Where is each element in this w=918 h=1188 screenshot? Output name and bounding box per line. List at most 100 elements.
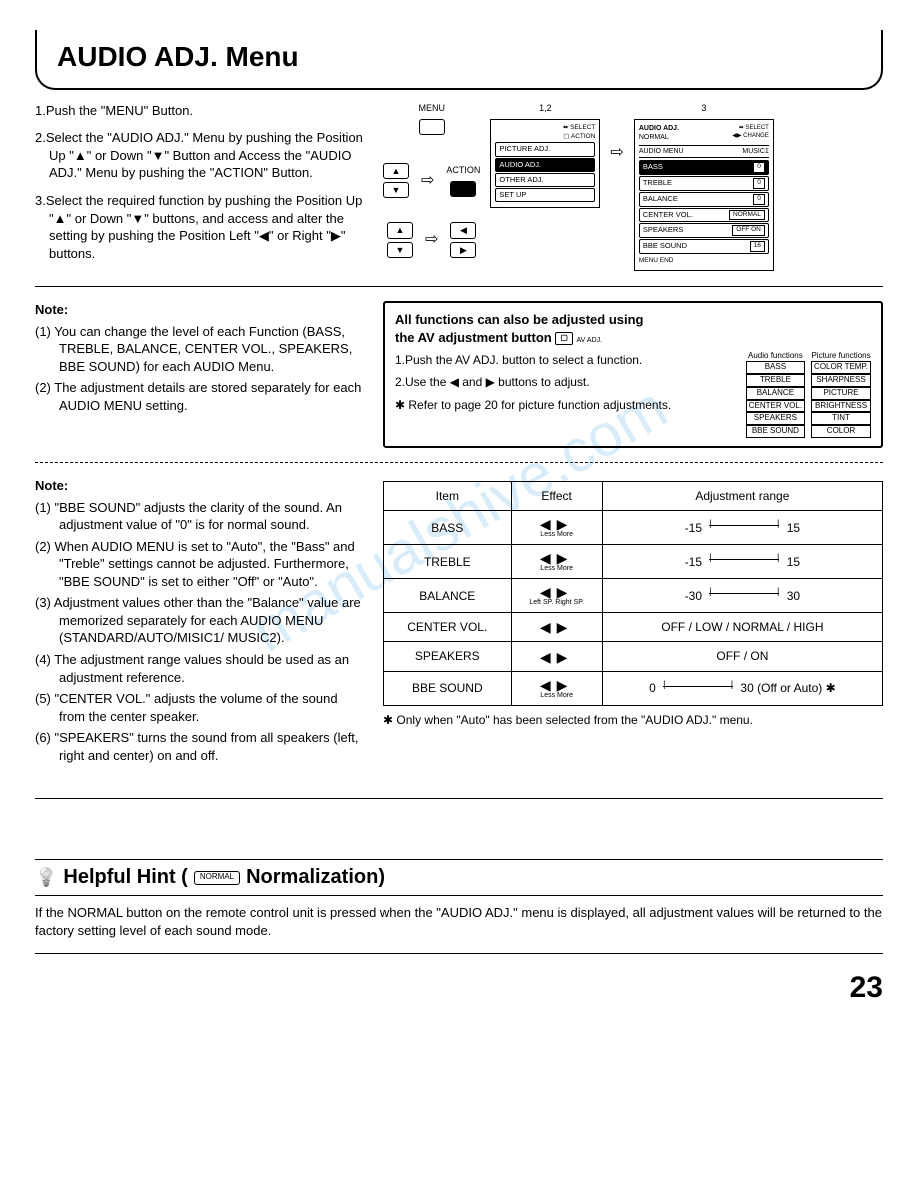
hint-title-post: Normalization) <box>246 864 385 891</box>
osd-row: BALANCE0 <box>639 192 769 207</box>
note2-item: (4) The adjustment range values should b… <box>35 651 365 686</box>
func-box: TREBLE <box>746 374 805 387</box>
step3-label: 3 <box>701 102 706 114</box>
table-header: Adjustment range <box>602 482 882 511</box>
osd2-col: MUSIC1 <box>742 147 768 156</box>
arrow-icon <box>421 170 434 192</box>
osd-row: CENTER VOL.NORMAL <box>639 208 769 223</box>
osd-menu-1: ⬌ SELECT▢ ACTION PICTURE ADJ. AUDIO ADJ.… <box>490 119 600 208</box>
func-box: SPEAKERS <box>746 412 805 425</box>
down-button-icon: ▼ <box>387 242 413 258</box>
table-row: SPEAKERS ◀▶ OFF / ON <box>384 642 883 671</box>
action-button-icon <box>450 181 476 197</box>
menu-label: MENU <box>418 102 445 114</box>
range-cell: -30 30 <box>602 579 882 613</box>
func-box: PICTURE <box>811 387 871 400</box>
av-adj-callout: All functions can also be adjusted using… <box>383 301 883 448</box>
note1-item: (2) The adjustment details are stored se… <box>35 379 365 414</box>
legend-select: SELECT <box>745 125 768 131</box>
item-cell: CENTER VOL. <box>384 613 512 642</box>
effect-cell: ◀▶ <box>511 613 602 642</box>
osd2-head: AUDIO ADJ. <box>639 125 679 132</box>
divider <box>35 953 883 954</box>
effect-cell: ◀▶ <box>511 642 602 671</box>
left-button-icon: ◀ <box>450 222 476 238</box>
legend-select: SELECT <box>570 124 595 131</box>
effect-cell: ◀▶Less More <box>511 671 602 705</box>
osd2-end: MENU END <box>639 257 769 266</box>
item-cell: BBE SOUND <box>384 671 512 705</box>
effect-cell: ◀▶Less More <box>511 511 602 545</box>
helpful-hint-bar: Helpful Hint ( NORMAL Normalization) <box>35 859 883 896</box>
menu-button-icon <box>419 119 445 135</box>
func-box: COLOR TEMP. <box>811 361 871 374</box>
divider <box>35 286 883 287</box>
osd-row: PICTURE ADJ. <box>495 142 595 156</box>
action-label: ACTION <box>446 164 480 176</box>
func-box: BASS <box>746 361 805 374</box>
func-box: CENTER VOL. <box>746 400 805 413</box>
osd-row: SET UP <box>495 188 595 202</box>
func-box: SHARPNESS <box>811 374 871 387</box>
note2-item: (6) "SPEAKERS" turns the sound from all … <box>35 729 365 764</box>
effect-cell: ◀▶Less More <box>511 545 602 579</box>
range-cell: -15 15 <box>602 511 882 545</box>
table-header: Effect <box>511 482 602 511</box>
note1-column: Note: (1) You can change the level of ea… <box>35 301 365 448</box>
osd2-sub: NORMAL <box>639 134 669 141</box>
osd-row: OTHER ADJ. <box>495 173 595 187</box>
func-box: TINT <box>811 412 871 425</box>
note2-item: (3) Adjustment values other than the "Ba… <box>35 594 365 647</box>
legend-action: ACTION <box>571 133 596 140</box>
note-heading: Note: <box>35 301 365 319</box>
func-box: COLOR <box>811 425 871 438</box>
page-title: AUDIO ADJ. Menu <box>57 38 861 76</box>
up-button-icon: ▲ <box>387 222 413 238</box>
effect-cell: ◀▶Left SP. Right SP. <box>511 579 602 613</box>
step-2: 2.Select the "AUDIO ADJ." Menu by pushin… <box>35 129 365 182</box>
table-row: TREBLE ◀▶Less More -15 15 <box>384 545 883 579</box>
picture-functions-col: Picture functions COLOR TEMP.SHARPNESSPI… <box>811 352 871 438</box>
legend-change: CHANGE <box>743 133 769 139</box>
table-header: Item <box>384 482 512 511</box>
callout-step: ✱ Refer to page 20 for picture function … <box>395 397 738 413</box>
step-1: 1.Push the "MENU" Button. <box>35 102 365 120</box>
arrow-icon <box>425 229 438 251</box>
func-box: BRIGHTNESS <box>811 400 871 413</box>
range-cell: 0 30 (Off or Auto) ✱ <box>602 671 882 705</box>
func-box: BBE SOUND <box>746 425 805 438</box>
table-row: BBE SOUND ◀▶Less More 0 30 (Off or Auto)… <box>384 671 883 705</box>
hint-title-pre: Helpful Hint ( <box>63 864 187 891</box>
osd-row: BASS0 <box>639 160 769 175</box>
up-button-icon: ▲ <box>383 163 409 179</box>
av-adj-button-icon: ▢ <box>555 332 573 345</box>
page-number: 23 <box>35 968 883 1009</box>
note-heading: Note: <box>35 477 365 495</box>
col-label: Audio functions <box>748 352 803 360</box>
adjustment-table: Item Effect Adjustment range BASS ◀▶Less… <box>383 481 883 706</box>
down-button-icon: ▼ <box>383 182 409 198</box>
func-box: BALANCE <box>746 387 805 400</box>
item-cell: SPEAKERS <box>384 642 512 671</box>
table-row: BASS ◀▶Less More -15 15 <box>384 511 883 545</box>
osd2-col: AUDIO MENU <box>639 147 684 156</box>
callout-title: All functions can also be adjusted using <box>395 312 643 327</box>
osd-row-selected: AUDIO ADJ. <box>495 158 595 172</box>
hint-body: If the NORMAL button on the remote contr… <box>35 904 883 939</box>
arrow-icon <box>610 142 623 164</box>
divider-dashed <box>35 462 883 463</box>
title-frame: AUDIO ADJ. Menu <box>35 30 883 90</box>
normal-button-icon: NORMAL <box>194 871 240 885</box>
range-cell: -15 15 <box>602 545 882 579</box>
note2-item: (2) When AUDIO MENU is set to "Auto", th… <box>35 538 365 591</box>
step-3: 3.Select the required function by pushin… <box>35 192 365 262</box>
table-row: BALANCE ◀▶Left SP. Right SP. -30 30 <box>384 579 883 613</box>
diagram-area: MENU ▲ ▼ ACTION ▲ ▼ <box>383 102 883 272</box>
note1-item: (1) You can change the level of each Fun… <box>35 323 365 376</box>
av-adj-label: AV ADJ. <box>577 337 603 344</box>
divider <box>35 798 883 799</box>
audio-functions-col: Audio functions BASSTREBLEBALANCECENTER … <box>746 352 805 438</box>
osd-row: TREBLE0 <box>639 176 769 191</box>
note2-item: (1) "BBE SOUND" adjusts the clarity of t… <box>35 499 365 534</box>
callout-title: the AV adjustment button <box>395 330 552 345</box>
